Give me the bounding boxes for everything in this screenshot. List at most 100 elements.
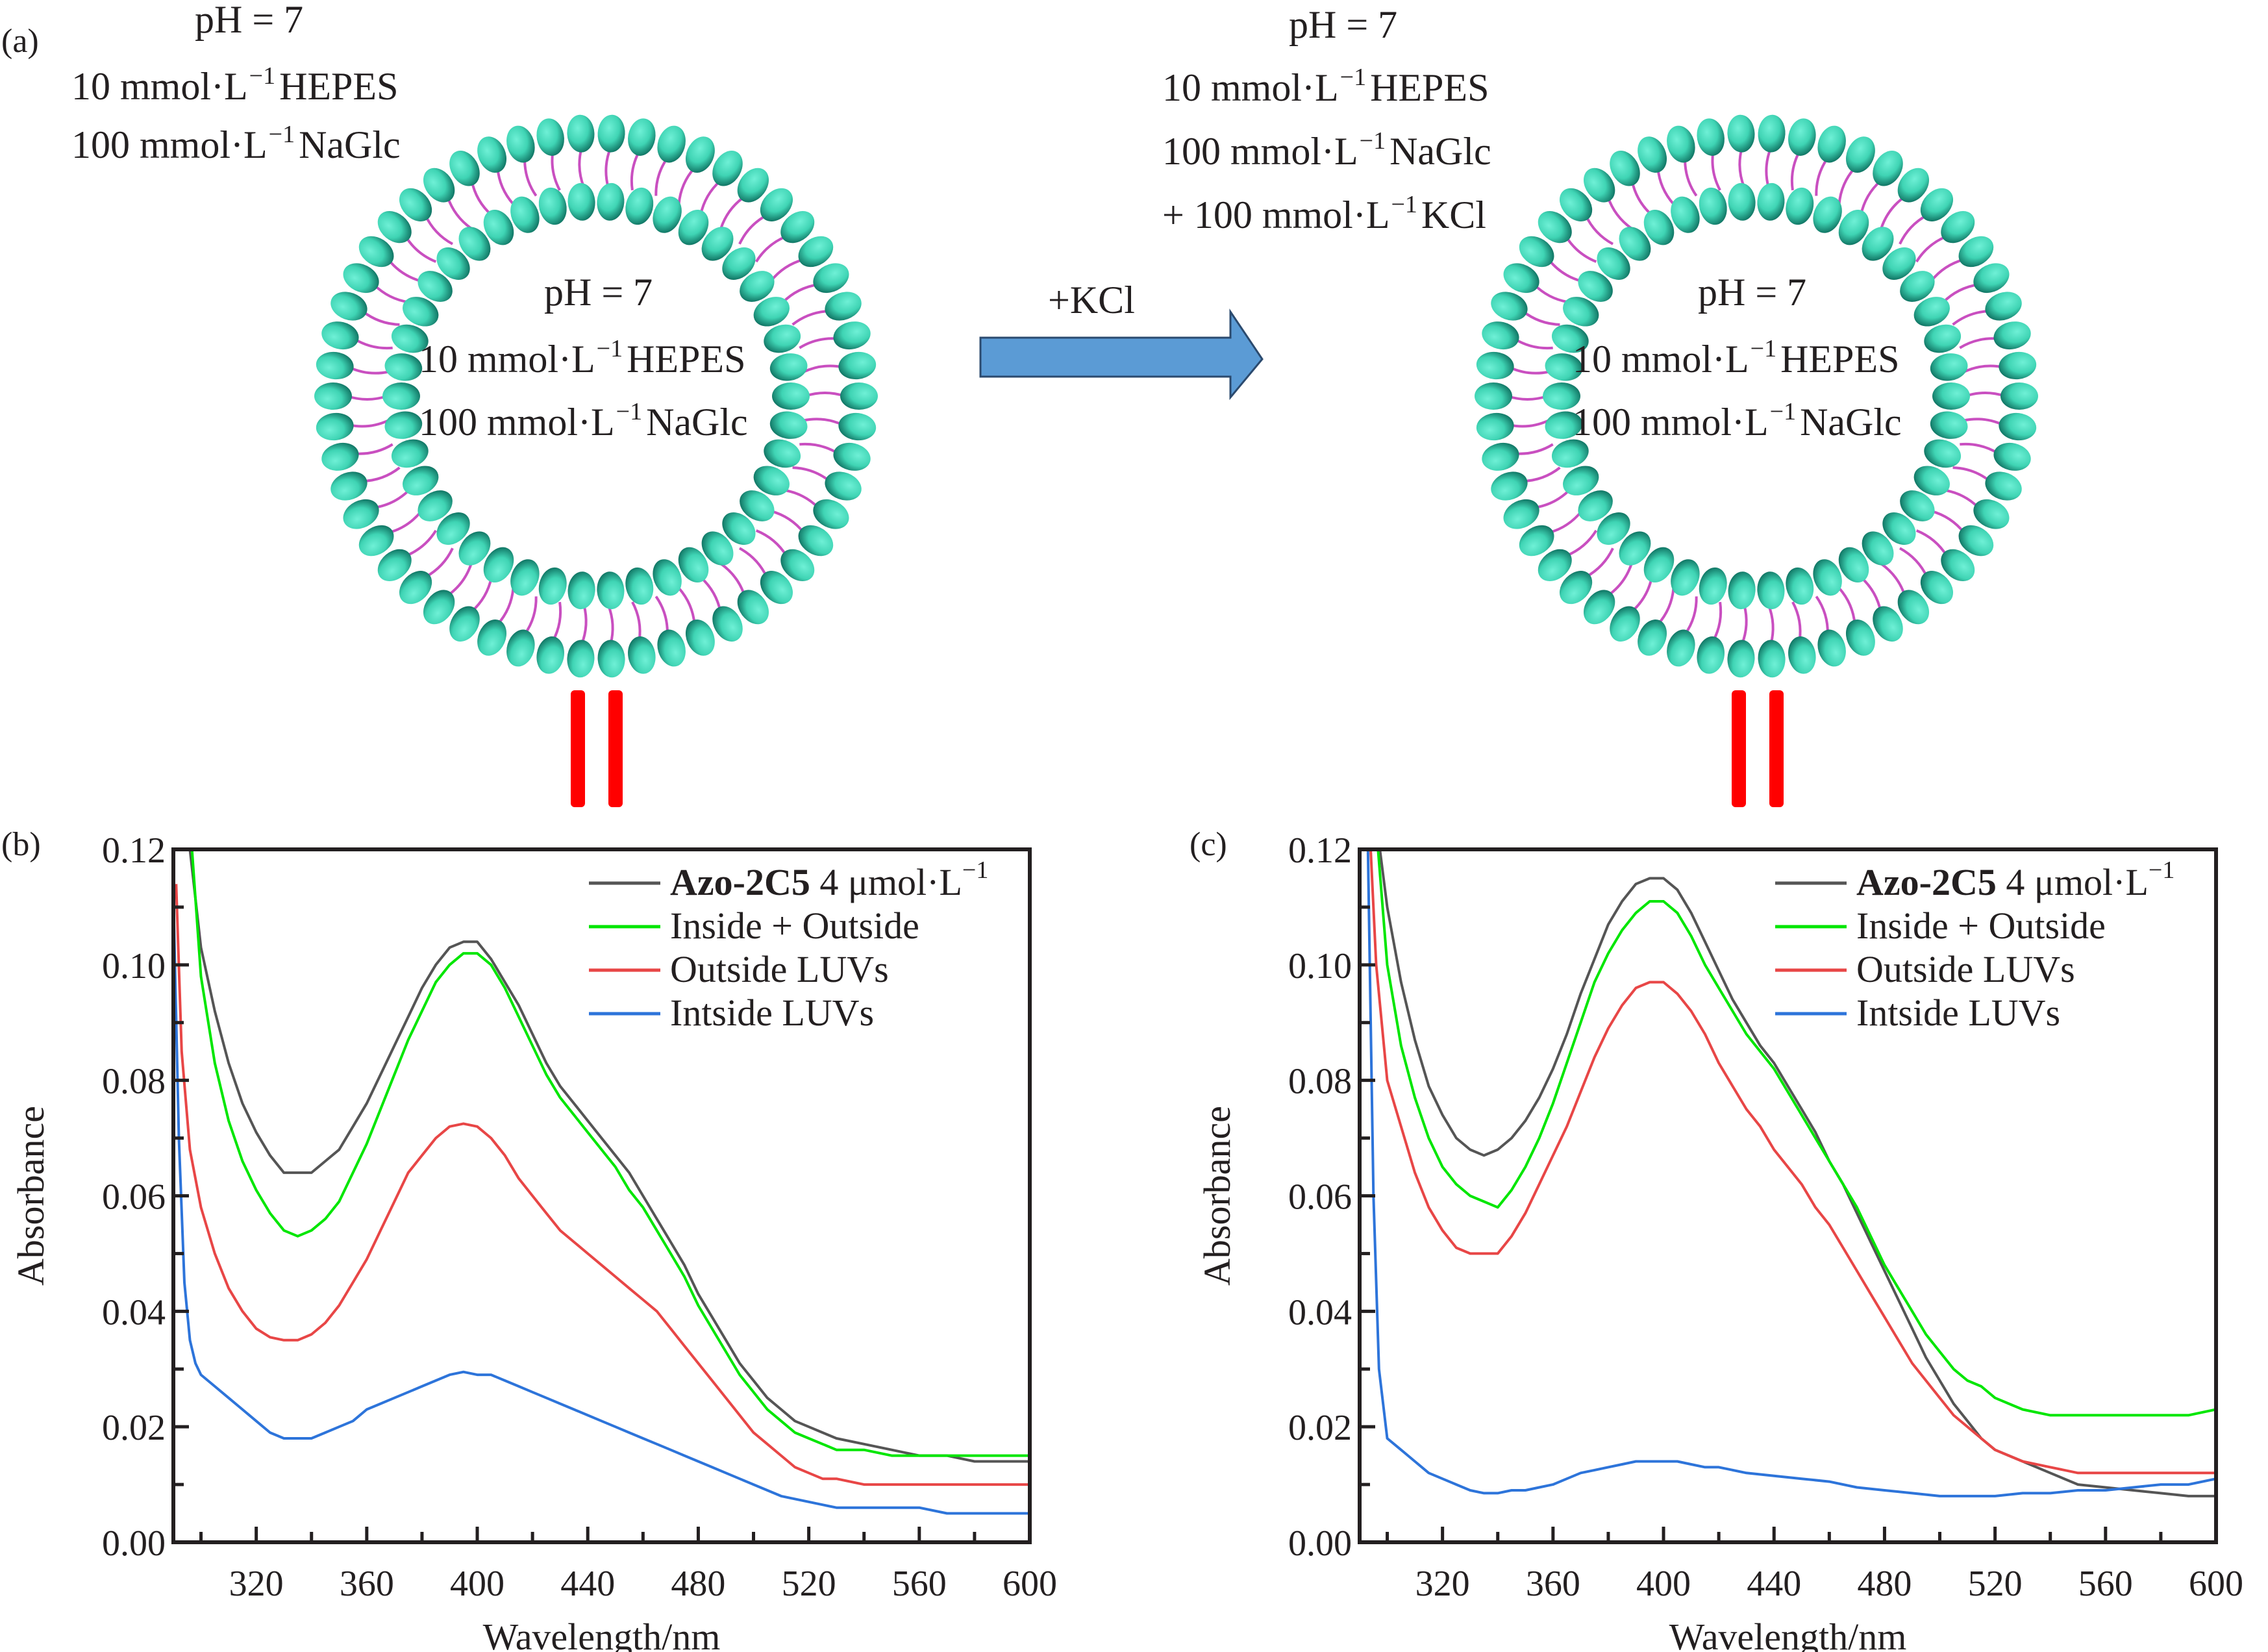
chart-b-absorbance: 320 360 400 440 480 520 560 600 0.00 0.02 0.04 0.06… xyxy=(10,831,1057,1652)
lipid-headgroup xyxy=(1578,490,1613,521)
lipid-headgroup xyxy=(825,471,862,501)
lipid-headgroup xyxy=(798,236,834,268)
legend-label: Outside LUVs xyxy=(1856,948,2075,990)
lipid-headgroup xyxy=(1985,471,2022,501)
x-tick-label: 560 xyxy=(892,1564,947,1604)
lipid-headgroup xyxy=(798,525,834,557)
x-tick-label: 400 xyxy=(1636,1564,1691,1604)
lipid-tail xyxy=(1767,604,1775,645)
lipid-headgroup xyxy=(1667,629,1695,667)
lipid-headgroup xyxy=(1920,571,1954,605)
lipid-tail xyxy=(677,166,696,205)
lipid-headgroup xyxy=(449,606,480,642)
lipid-tail xyxy=(1791,601,1802,642)
lipid-headgroup xyxy=(343,499,379,529)
x-tick-label: 480 xyxy=(671,1564,725,1604)
lipid-headgroup xyxy=(1519,236,1554,268)
lipid-tail xyxy=(1815,595,1829,634)
lipid-tail xyxy=(1815,156,1829,196)
left-outside-hepes: 10 mmol·L−1 HEPES xyxy=(71,64,398,106)
exponent: −1 xyxy=(596,335,623,362)
lipid-tail xyxy=(630,150,641,191)
lipid-headgroup xyxy=(1897,590,1930,625)
lipid-tail xyxy=(1521,310,1560,326)
lipid-headgroup xyxy=(685,136,715,173)
lipid-tail xyxy=(1790,150,1801,191)
lipid-headgroup xyxy=(1551,324,1589,353)
lipid-headgroup xyxy=(769,353,808,381)
lipid-tail xyxy=(361,310,400,326)
lipid-headgroup xyxy=(1519,525,1554,557)
species-text: KCl xyxy=(1421,194,1486,236)
right-inside-ph: pH = 7 xyxy=(1698,271,1807,314)
lipid-headgroup xyxy=(840,382,878,410)
lipid-headgroup xyxy=(1551,439,1589,468)
plot-frame xyxy=(1358,847,2218,1544)
chart-c-absorbance: 320 360 400 440 480 520 560 600 0.00 0.02 0.04 0.06… xyxy=(1196,831,2243,1652)
lipid-headgroup xyxy=(1873,151,1903,186)
lipid-headgroup xyxy=(510,559,540,596)
lipid-headgroup xyxy=(657,125,686,163)
lipid-headgroup xyxy=(628,636,656,674)
lipid-headgroup xyxy=(1559,571,1593,605)
lipid-headgroup xyxy=(1941,549,1975,581)
y-tick-label: 0.06 xyxy=(1288,1177,1352,1218)
lipid-headgroup xyxy=(1757,182,1785,221)
lipid-headgroup xyxy=(330,471,368,501)
exponent: −1 xyxy=(249,62,276,90)
lipid-headgroup xyxy=(1973,263,2010,294)
lipid-headgroup xyxy=(1993,442,2031,471)
lipid-headgroup xyxy=(1920,188,1954,221)
lipid-tail xyxy=(754,234,788,263)
left-inside-hepes: 10 mmol·L−1 HEPES xyxy=(419,336,745,379)
lipid-tail xyxy=(373,489,410,509)
lipid-headgroup xyxy=(1882,512,1916,545)
lipid-headgroup xyxy=(712,606,743,642)
lipid-headgroup xyxy=(1578,271,1613,302)
lipid-headgroup xyxy=(458,227,491,261)
lipid-headgroup xyxy=(740,490,775,521)
series-line-intside-luvs xyxy=(1366,849,2216,1497)
lipid-headgroup xyxy=(1476,412,1514,441)
lipid-headgroup xyxy=(423,590,455,625)
lipid-headgroup xyxy=(316,412,354,441)
lipid-headgroup xyxy=(458,531,491,566)
lipid-headgroup xyxy=(628,118,656,156)
legend-item: Outside LUVs xyxy=(589,948,889,990)
lipid-headgroup xyxy=(567,182,595,221)
lipid-headgroup xyxy=(701,227,734,261)
x-axis-title: Wavelength/nm xyxy=(1669,1616,1907,1652)
lipid-tail xyxy=(1656,168,1675,205)
lipid-headgroup xyxy=(449,151,480,186)
lipid-headgroup xyxy=(1610,606,1640,642)
lipid-headgroup xyxy=(1491,471,1528,501)
x-tick-label: 520 xyxy=(782,1564,836,1604)
lipid-headgroup xyxy=(382,382,420,410)
lipid-headgroup xyxy=(1475,382,1512,410)
lipid-headgroup xyxy=(1559,188,1593,221)
lipid-tail xyxy=(1684,158,1698,197)
lipid-tail xyxy=(1838,587,1856,625)
conc-text: + 100 mmol·L xyxy=(1162,194,1390,236)
lipid-tail xyxy=(471,577,493,613)
lipid-tail xyxy=(1509,419,1550,428)
lipid-headgroup xyxy=(423,168,455,203)
lipid-headgroup xyxy=(772,382,810,410)
lipid-tail xyxy=(373,283,410,304)
right-inside-naglc: 100 mmol·L−1 NaGlc xyxy=(1573,399,1902,442)
lipid-headgroup xyxy=(813,499,849,529)
equals-sign-left xyxy=(571,690,623,807)
lipid-headgroup xyxy=(358,525,394,557)
lipid-headgroup xyxy=(399,188,432,221)
lipid-headgroup xyxy=(436,247,470,280)
lipid-tail xyxy=(803,418,844,427)
lipid-tail xyxy=(654,156,669,196)
lipid-tail xyxy=(1899,214,1928,245)
lipid-tail xyxy=(496,588,515,626)
y-axis-title: Absorbance xyxy=(1196,1106,1238,1286)
lipid-headgroup xyxy=(1993,321,2031,350)
lipid-headgroup xyxy=(1491,292,1528,321)
lipid-headgroup xyxy=(753,466,790,495)
lipid-tail xyxy=(782,283,819,303)
lipid-headgroup xyxy=(1671,196,1700,233)
